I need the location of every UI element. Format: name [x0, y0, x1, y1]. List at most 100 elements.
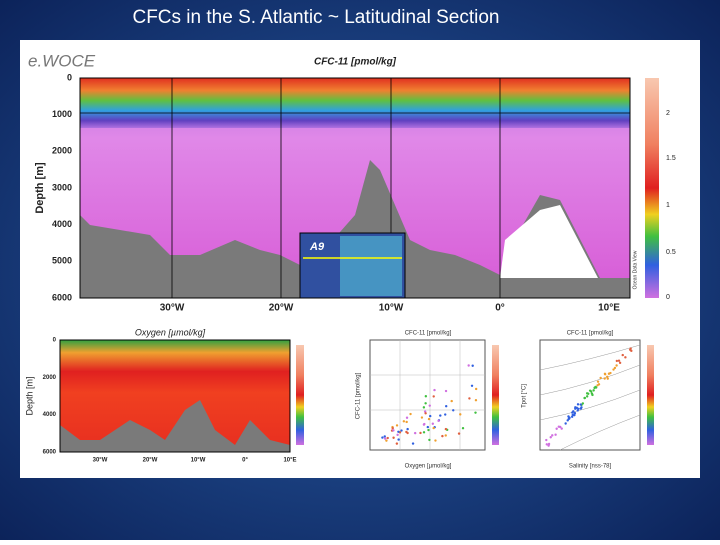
- scatter-dot: [555, 427, 558, 430]
- oxygen-field: [60, 340, 290, 445]
- scatter2-x-label: Salinity [nss-78]: [569, 464, 612, 470]
- colorbar-tick: 1.5: [666, 155, 676, 162]
- scatter-dot: [439, 414, 442, 417]
- scatter-dot: [445, 405, 448, 408]
- scatter-dot: [392, 436, 395, 439]
- scatter-dot: [424, 412, 427, 415]
- y-tick-label: 4000: [52, 219, 72, 229]
- scatter-dot: [450, 399, 453, 403]
- scatter2-title: CFC-11 [pmol/kg]: [567, 331, 614, 337]
- scatter-dot: [470, 384, 474, 388]
- scatter-dot: [564, 422, 567, 425]
- scatter-dot: [585, 395, 589, 398]
- scatter-dot: [422, 423, 426, 426]
- scatter1-y-label: CFC-11 [pmol/kg]: [356, 372, 362, 419]
- scatter-dot: [431, 422, 435, 425]
- scatter-dot: [588, 389, 592, 392]
- y-tick-label: 0: [67, 72, 72, 82]
- x-tick-label: 10°E: [598, 303, 620, 314]
- scatter-dot: [624, 356, 627, 359]
- scatter-dot: [549, 436, 552, 439]
- scatter-dot: [594, 385, 597, 389]
- scatter-dot: [557, 425, 561, 428]
- scatter-dot: [426, 425, 430, 429]
- scatter-dot: [545, 438, 548, 442]
- colorbar-note: Ocean Data View: [632, 250, 638, 289]
- scatter-dot: [617, 359, 621, 362]
- scatter-dot: [547, 442, 551, 446]
- scatter-dot: [452, 409, 455, 412]
- scatter-dot: [571, 411, 574, 414]
- scatter1-frame: [369, 339, 486, 451]
- scatter-dot: [419, 431, 422, 435]
- oxygen-frame: [59, 339, 291, 453]
- x-tick-label: 30°W: [160, 303, 185, 314]
- oxygen-x-tick: 10°W: [191, 458, 206, 464]
- scatter-dot: [397, 438, 400, 441]
- y-tick-label: 6000: [52, 292, 72, 302]
- scatter-dot: [570, 415, 574, 418]
- scatter-dot: [383, 437, 387, 440]
- scatter-dot: [428, 404, 431, 407]
- y-axis-label: Depth [m]: [34, 162, 46, 214]
- scatter-dot: [427, 428, 430, 432]
- inset-land: [340, 236, 402, 296]
- scatter-dot: [395, 424, 399, 427]
- colorbar-tick: 2: [666, 110, 670, 117]
- scatter-dot: [383, 435, 386, 438]
- colorbar: [645, 78, 659, 298]
- scatter-dot: [621, 353, 624, 357]
- scatter-dot: [579, 407, 583, 410]
- inset-label: A9: [309, 241, 325, 253]
- scatter-dot: [395, 442, 399, 445]
- scatter-dot: [554, 433, 557, 436]
- scatter-dot: [432, 395, 435, 398]
- oxygen-x-tick: 10°E: [283, 458, 296, 464]
- colorbar-tick: 0: [666, 294, 670, 301]
- scatter-dot: [606, 377, 609, 380]
- oxygen-colorbar: [296, 345, 304, 445]
- scatter-dot: [444, 427, 448, 431]
- scatter-dot: [444, 413, 447, 416]
- scatter-dot: [471, 364, 474, 367]
- scatter-dot: [428, 438, 431, 442]
- scatter-dot: [422, 406, 426, 409]
- scatter-dot: [607, 372, 611, 375]
- x-tick-label: 10°W: [379, 303, 404, 314]
- scatter-dot: [406, 431, 409, 435]
- oxygen-y-tick: 2000: [43, 375, 57, 381]
- grid: [80, 78, 630, 298]
- scatter-dot: [396, 433, 399, 437]
- scatter-dot: [612, 368, 615, 371]
- colorbar-tick: 1: [666, 202, 670, 209]
- scatter1-colorbar: [492, 345, 499, 445]
- scatter2-frame: [539, 339, 641, 451]
- scatter-dot: [474, 399, 478, 402]
- scatter-dot: [474, 411, 477, 414]
- scatter-dot: [545, 443, 549, 446]
- oxygen-title: Oxygen [µmol/kg]: [135, 327, 206, 337]
- scatter-dot: [381, 436, 384, 439]
- scatter-dot: [461, 427, 465, 430]
- scatter-dot: [411, 442, 415, 445]
- scatter-dot: [567, 415, 570, 418]
- scatter-dot: [468, 397, 471, 400]
- scatter-dot: [397, 430, 400, 433]
- scatter-dot: [575, 406, 579, 409]
- scatter-dot: [444, 389, 448, 393]
- scatter-dot: [618, 361, 622, 365]
- scatter-dot: [551, 434, 554, 437]
- scatter-dot: [560, 427, 563, 430]
- scatter-dot: [420, 416, 424, 419]
- scatter-dot: [424, 402, 427, 405]
- main-title: CFC-11 [pmol/kg]: [314, 57, 397, 68]
- scatter-dot: [579, 403, 582, 406]
- scatter-dot: [459, 413, 462, 416]
- no-data: [500, 205, 598, 278]
- scatter-dot: [629, 347, 632, 350]
- scatter-dot: [573, 412, 576, 415]
- scatter-dot: [615, 364, 618, 367]
- scatter-dot: [434, 439, 437, 442]
- scatter2-y-label: Tpot [°C]: [522, 384, 528, 408]
- scatter-dot: [409, 412, 412, 416]
